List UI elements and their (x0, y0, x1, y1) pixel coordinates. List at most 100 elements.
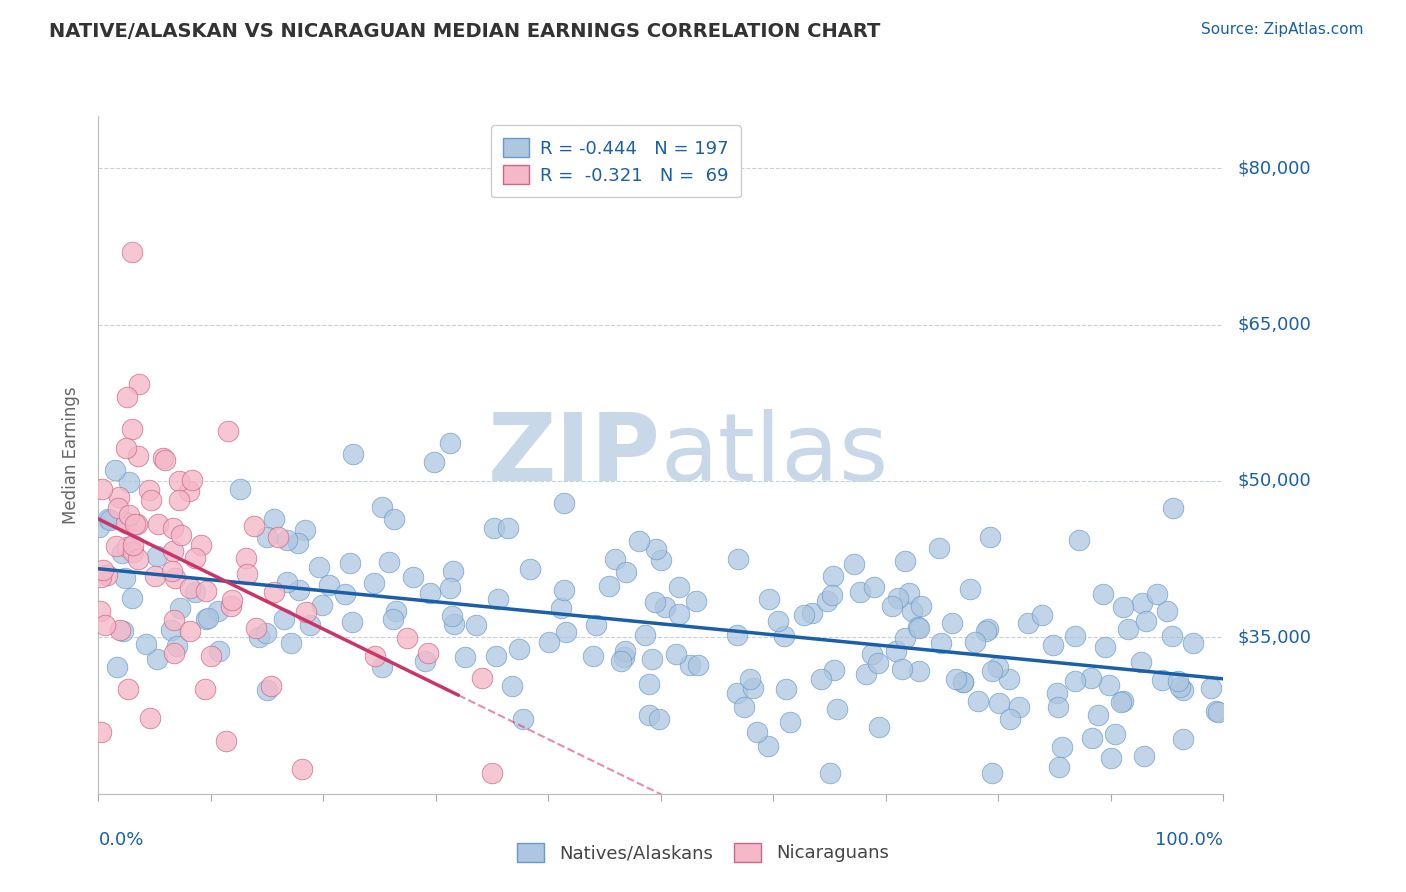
Point (793, 607, 815, 622)
Point (90, 724, 112, 739)
Point (179, 624, 201, 638)
Point (842, 558, 865, 572)
Point (184, 584, 207, 599)
Point (582, 648, 605, 663)
Point (1109, 695, 1132, 709)
Point (550, 601, 572, 615)
Point (138, 483, 160, 497)
Point (423, 455, 446, 469)
Point (910, 599, 932, 613)
Point (162, 543, 184, 558)
Point (128, 376, 150, 391)
Point (121, 538, 143, 552)
Point (512, 712, 534, 726)
Point (1132, 596, 1154, 610)
Point (471, 671, 494, 685)
Point (453, 649, 475, 664)
Point (221, 592, 243, 607)
Point (217, 424, 239, 438)
Point (725, 628, 748, 642)
Point (371, 659, 394, 673)
Point (443, 617, 465, 632)
Point (1047, 699, 1070, 714)
Point (613, 644, 636, 658)
Point (498, 521, 520, 535)
Point (146, 652, 169, 666)
Point (419, 586, 441, 600)
Point (295, 605, 318, 619)
Point (115, 515, 138, 529)
Point (121, 591, 143, 605)
Point (800, 606, 823, 620)
Point (976, 624, 998, 638)
Point (167, 492, 190, 507)
Point (773, 629, 796, 643)
Point (110, 546, 132, 560)
Point (1205, 704, 1227, 718)
Point (941, 615, 963, 630)
Point (114, 571, 136, 585)
Point (485, 648, 508, 663)
Point (401, 570, 423, 584)
Text: $35,000: $35,000 (1237, 629, 1312, 647)
Point (1156, 604, 1178, 618)
Text: atlas: atlas (661, 409, 889, 501)
Point (139, 492, 162, 507)
Point (987, 696, 1010, 710)
Point (333, 587, 356, 601)
Point (1050, 739, 1073, 754)
Point (197, 611, 219, 625)
Point (439, 436, 461, 450)
Point (235, 551, 257, 566)
Point (273, 612, 295, 626)
Point (280, 635, 302, 649)
Point (1063, 674, 1085, 689)
Point (908, 664, 931, 678)
Point (977, 622, 1000, 636)
Point (97, 512, 120, 526)
Point (998, 673, 1021, 687)
Point (1080, 671, 1102, 685)
Point (966, 694, 988, 708)
Point (121, 244, 143, 259)
Point (287, 583, 309, 598)
Point (741, 681, 763, 695)
Point (440, 608, 463, 623)
Point (1046, 685, 1069, 699)
Point (162, 521, 184, 535)
Point (107, 501, 129, 516)
Point (135, 637, 157, 651)
Point (745, 725, 768, 739)
Point (1087, 708, 1109, 723)
Point (668, 607, 690, 622)
Point (1199, 681, 1222, 695)
Point (245, 621, 267, 635)
Point (1097, 678, 1119, 692)
Point (90, 569, 112, 583)
Point (779, 714, 801, 729)
Point (318, 578, 340, 592)
Point (1042, 639, 1064, 653)
Point (862, 580, 884, 594)
Point (945, 672, 967, 686)
Point (613, 650, 636, 665)
Y-axis label: Median Earnings: Median Earnings (62, 386, 80, 524)
Point (179, 581, 201, 595)
Point (1206, 705, 1229, 719)
Point (598, 579, 620, 593)
Point (553, 496, 575, 510)
Point (928, 541, 950, 555)
Point (166, 639, 188, 653)
Point (152, 450, 174, 465)
Point (1104, 726, 1126, 740)
Point (987, 660, 1010, 674)
Point (965, 635, 987, 649)
Point (311, 599, 333, 613)
Point (342, 615, 364, 629)
Legend: R = -0.444   N = 197, R =  -0.321   N =  69: R = -0.444 N = 197, R = -0.321 N = 69 (491, 125, 741, 197)
Point (1112, 694, 1135, 708)
Point (998, 711, 1021, 725)
Point (1182, 635, 1205, 649)
Point (1129, 655, 1152, 669)
Point (219, 599, 242, 613)
